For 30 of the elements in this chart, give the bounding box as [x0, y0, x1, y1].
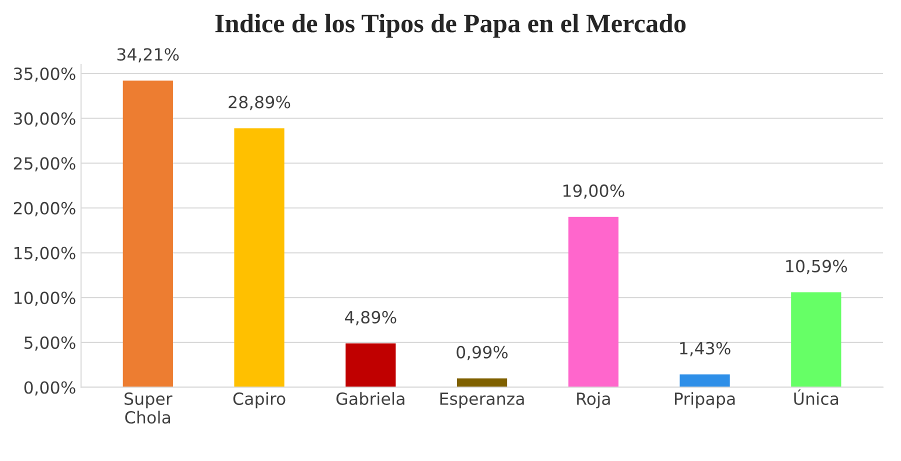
y-tick-label: 35,00%	[14, 67, 76, 82]
bar	[568, 216, 618, 388]
bar	[791, 292, 842, 388]
x-tick-label: Super Chola	[124, 392, 172, 424]
y-tick-label: 15,00%	[14, 246, 76, 262]
x-tick-label: Esperanza	[440, 392, 524, 408]
x-tick-label: Única	[794, 389, 838, 405]
bar	[456, 378, 508, 388]
x-tick-label: Roja	[577, 392, 610, 408]
x-tick-label: Gabriela	[336, 392, 404, 405]
y-tick-label: 0,00%	[24, 381, 76, 396]
data-label: 28,89%	[228, 96, 290, 110]
bar	[680, 374, 730, 388]
chart-title: Indice de los Tipos de Papa en el Mercado	[215, 14, 686, 38]
x-tick-label: Pripapa	[675, 392, 735, 408]
data-label: 0,99%	[456, 346, 508, 360]
y-tick-label: 10,00%	[14, 292, 76, 306]
bar	[234, 128, 284, 388]
bar	[122, 80, 173, 388]
data-label: 34,21%	[117, 48, 179, 62]
data-label: 1,43%	[680, 342, 730, 356]
y-tick-label: 20,00%	[14, 202, 76, 216]
data-label: 19,00%	[563, 184, 624, 199]
y-tick-label: 30,00%	[14, 112, 76, 127]
y-tick-label: 25,00%	[14, 157, 76, 172]
data-label: 4,89%	[345, 310, 396, 326]
bar	[346, 343, 396, 388]
data-label: 10,59%	[786, 260, 848, 274]
x-tick-label: Capiro	[233, 392, 286, 408]
y-tick-label: 5,00%	[24, 336, 76, 351]
